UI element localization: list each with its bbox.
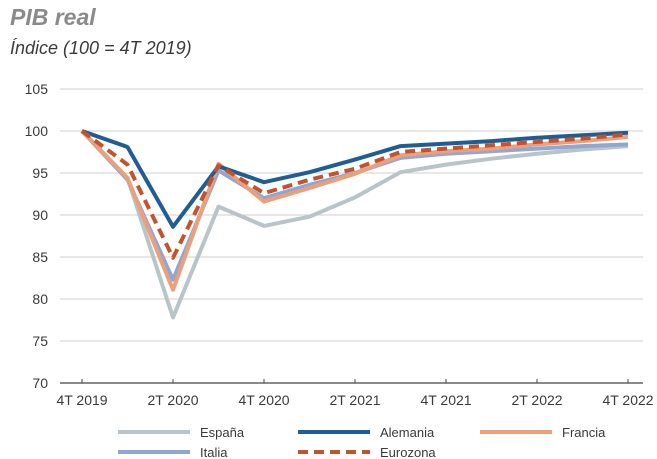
x-tick-label: 2T 2022 (511, 392, 562, 408)
y-tick-label: 90 (32, 207, 48, 223)
y-tick-label: 95 (32, 165, 48, 181)
legend-label-espana: España (200, 425, 245, 440)
series-lines (80, 129, 629, 320)
series-line-alemania (81, 129, 629, 229)
legend-label-francia: Francia (562, 425, 606, 440)
y-tick-label: 100 (25, 123, 49, 139)
legend: España Alemania Francia Italia Eurozona (118, 425, 606, 459)
x-tick-label: 2T 2020 (147, 392, 198, 408)
series-line-francia (80, 129, 629, 292)
legend-label-eurozona: Eurozona (380, 445, 436, 459)
series-line-espana (80, 129, 629, 320)
x-tick-label: 2T 2021 (329, 392, 380, 408)
y-tick-label: 85 (32, 249, 48, 265)
series-line-eurozona (80, 129, 629, 260)
chart-title: PIB real (10, 4, 96, 30)
x-tick-label: 4T 2020 (238, 392, 289, 408)
x-tick-label: 4T 2022 (602, 392, 653, 408)
y-tick-label: 105 (25, 81, 49, 97)
y-axis-ticks: 70 75 80 85 90 95 100 105 (25, 81, 49, 391)
y-tick-label: 75 (32, 333, 48, 349)
y-tick-label: 80 (32, 291, 48, 307)
x-tick-label: 4T 2021 (420, 392, 471, 408)
y-tick-label: 70 (32, 375, 48, 391)
legend-label-italia: Italia (200, 445, 228, 459)
legend-label-alemania: Alemania (380, 425, 435, 440)
x-axis-ticks: 4T 2019 2T 2020 4T 2020 2T 2021 4T 2021 2T 20… (56, 379, 654, 408)
chart-subtitle: Índice (100 = 4T 2019) (10, 38, 192, 58)
x-tick-label: 4T 2019 (56, 392, 107, 408)
